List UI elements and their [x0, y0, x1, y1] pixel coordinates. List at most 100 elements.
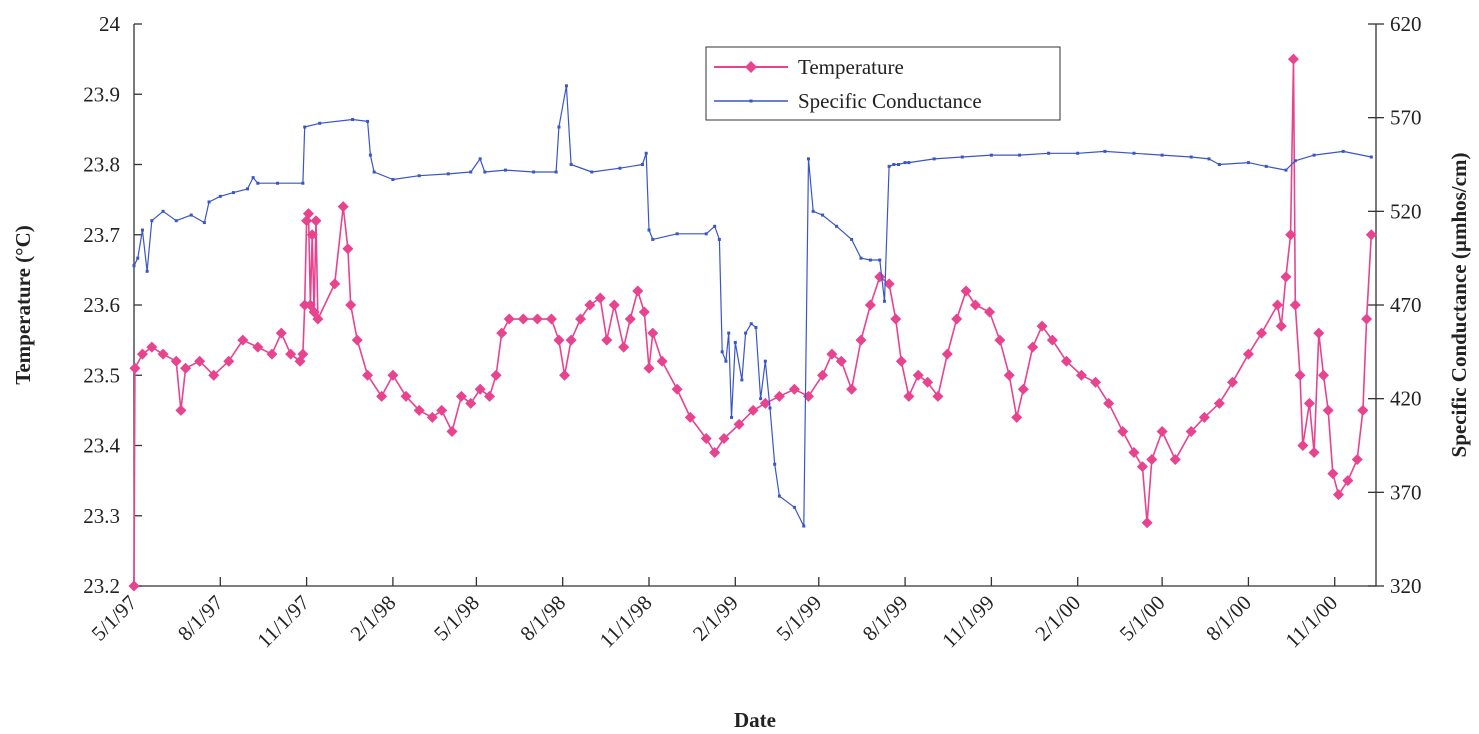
data-point [1365, 229, 1377, 241]
data-point [640, 163, 644, 166]
series-line [133, 58, 1373, 587]
right-y-tick-label: 470 [1390, 293, 1422, 317]
data-point [276, 181, 280, 185]
data-point [730, 415, 734, 419]
x-tick-label: 5/1/00 [1115, 591, 1170, 646]
data-point [1128, 447, 1140, 459]
data-point [941, 348, 953, 360]
data-point [932, 390, 944, 402]
data-point [474, 383, 486, 395]
data-point [362, 369, 374, 381]
data-point [777, 494, 781, 498]
data-point [1160, 153, 1164, 157]
data-point [1287, 53, 1299, 65]
data-point [1117, 425, 1129, 437]
x-tick-label: 8/1/97 [173, 591, 228, 646]
x-ticks: 5/1/97 8/1/97 11/1/97 2/1/98 5/1/98 8/1/98 11/… [87, 577, 1342, 652]
data-point [684, 411, 696, 423]
left-y-tick-label: 24 [99, 12, 121, 36]
x-tick-label: 2/1/99 [688, 591, 743, 646]
data-point [733, 340, 737, 344]
data-point [303, 125, 307, 129]
data-point [932, 157, 936, 161]
data-point [821, 213, 825, 217]
data-point [788, 383, 800, 395]
data-point [503, 313, 515, 325]
left-y-tick-label: 23.9 [83, 82, 120, 106]
data-point [413, 404, 425, 416]
data-point [1242, 348, 1254, 360]
data-point [312, 313, 324, 325]
data-point [740, 378, 744, 382]
data-point [768, 406, 772, 410]
data-point [749, 322, 753, 326]
data-point [1046, 334, 1058, 346]
data-point [256, 181, 260, 185]
data-point [713, 224, 717, 228]
data-point [1018, 153, 1022, 157]
data-point [1303, 397, 1315, 409]
data-point [887, 164, 891, 168]
data-point [763, 359, 767, 363]
data-point [376, 390, 388, 402]
data-point [951, 313, 963, 325]
data-point [136, 256, 140, 260]
data-point [1011, 411, 1023, 423]
data-point [835, 224, 839, 228]
data-point [1327, 468, 1339, 480]
data-point [532, 170, 536, 174]
data-point [846, 383, 858, 395]
data-point [1284, 168, 1288, 172]
data-point [455, 390, 467, 402]
data-point [802, 524, 806, 528]
data-point [1317, 369, 1329, 381]
data-point [1297, 440, 1309, 451]
data-point [864, 299, 876, 311]
data-point [608, 299, 620, 311]
data-point [366, 119, 370, 123]
data-point [299, 299, 311, 311]
data-point [426, 411, 438, 423]
data-point [351, 118, 355, 122]
data-point [1272, 299, 1284, 311]
data-point [557, 125, 561, 129]
data-point [342, 243, 354, 255]
data-point [644, 151, 648, 155]
data-point [903, 161, 907, 165]
data-point [1198, 411, 1210, 423]
right-y-tick-label: 620 [1390, 12, 1422, 36]
data-point [817, 369, 829, 381]
data-point [1275, 320, 1287, 332]
y-axis-title-left: Temperature (°C) [11, 225, 35, 384]
data-point [575, 313, 587, 325]
data-point [989, 153, 993, 157]
data-point [140, 228, 144, 232]
data-point [1090, 376, 1102, 388]
data-point [351, 334, 363, 346]
data-point [387, 369, 399, 381]
data-point [1312, 153, 1316, 157]
data-point [878, 258, 882, 262]
right-y-ticks: 320 370 420 470 520 570 620 [1368, 12, 1422, 598]
data-point [618, 341, 630, 353]
data-point [207, 200, 211, 204]
data-point [883, 278, 895, 290]
data-point [446, 425, 458, 437]
data-point [251, 176, 255, 180]
data-point [647, 228, 651, 232]
data-point [174, 219, 178, 223]
data-point [1136, 461, 1148, 473]
legend: Temperature Specific Conductance [705, 46, 1061, 121]
left-y-tick-label: 23.4 [83, 434, 120, 458]
data-point [391, 177, 395, 181]
data-point [136, 348, 148, 360]
data-point [744, 331, 748, 335]
x-tick-label: 8/1/98 [515, 591, 570, 646]
data-point [194, 355, 206, 367]
data-point [624, 313, 636, 325]
data-point [1132, 151, 1136, 155]
data-point [994, 334, 1006, 346]
data-point [1075, 369, 1087, 381]
data-point [1017, 383, 1029, 395]
data-point [882, 299, 886, 303]
